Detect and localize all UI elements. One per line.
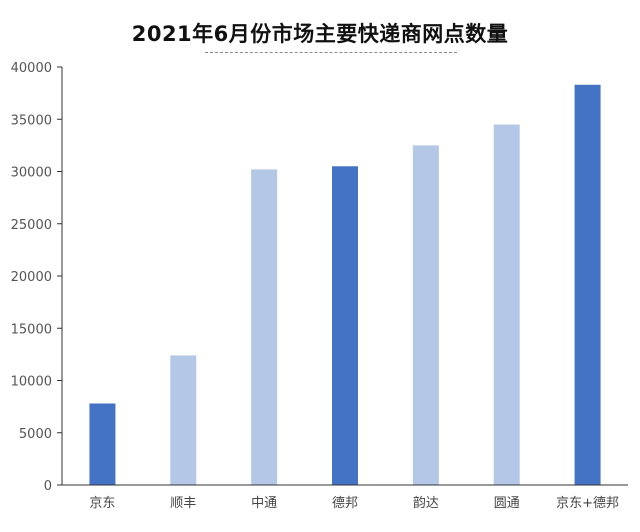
y-tick-label: 15000	[11, 322, 52, 337]
bar	[170, 355, 197, 485]
x-tick-label: 顺丰	[170, 496, 196, 511]
bar	[332, 166, 358, 485]
y-tick-label: 25000	[11, 218, 52, 233]
chart-title: 2021年6月份市场主要快递商网点数量	[131, 22, 509, 46]
bar	[89, 403, 116, 485]
y-tick-label: 0	[44, 479, 52, 494]
y-tick-label: 40000	[11, 61, 52, 76]
y-tick-label: 30000	[11, 166, 52, 181]
y-tick-label: 35000	[11, 113, 52, 128]
y-tick-label: 5000	[19, 427, 52, 442]
x-tick-label: 中通	[251, 496, 277, 511]
x-tick-label: 京东	[89, 496, 115, 511]
bar	[574, 84, 601, 485]
y-tick-label: 20000	[11, 270, 52, 285]
bar	[493, 124, 520, 485]
x-tick-label: 圆通	[494, 496, 520, 511]
bar	[412, 145, 439, 485]
x-tick-label: 韵达	[413, 496, 439, 511]
x-tick-label: 德邦	[332, 496, 358, 511]
bar	[251, 169, 278, 485]
title-underline	[205, 52, 457, 53]
y-tick-label: 10000	[11, 375, 52, 390]
x-tick-label: 京东+德邦	[556, 496, 619, 511]
